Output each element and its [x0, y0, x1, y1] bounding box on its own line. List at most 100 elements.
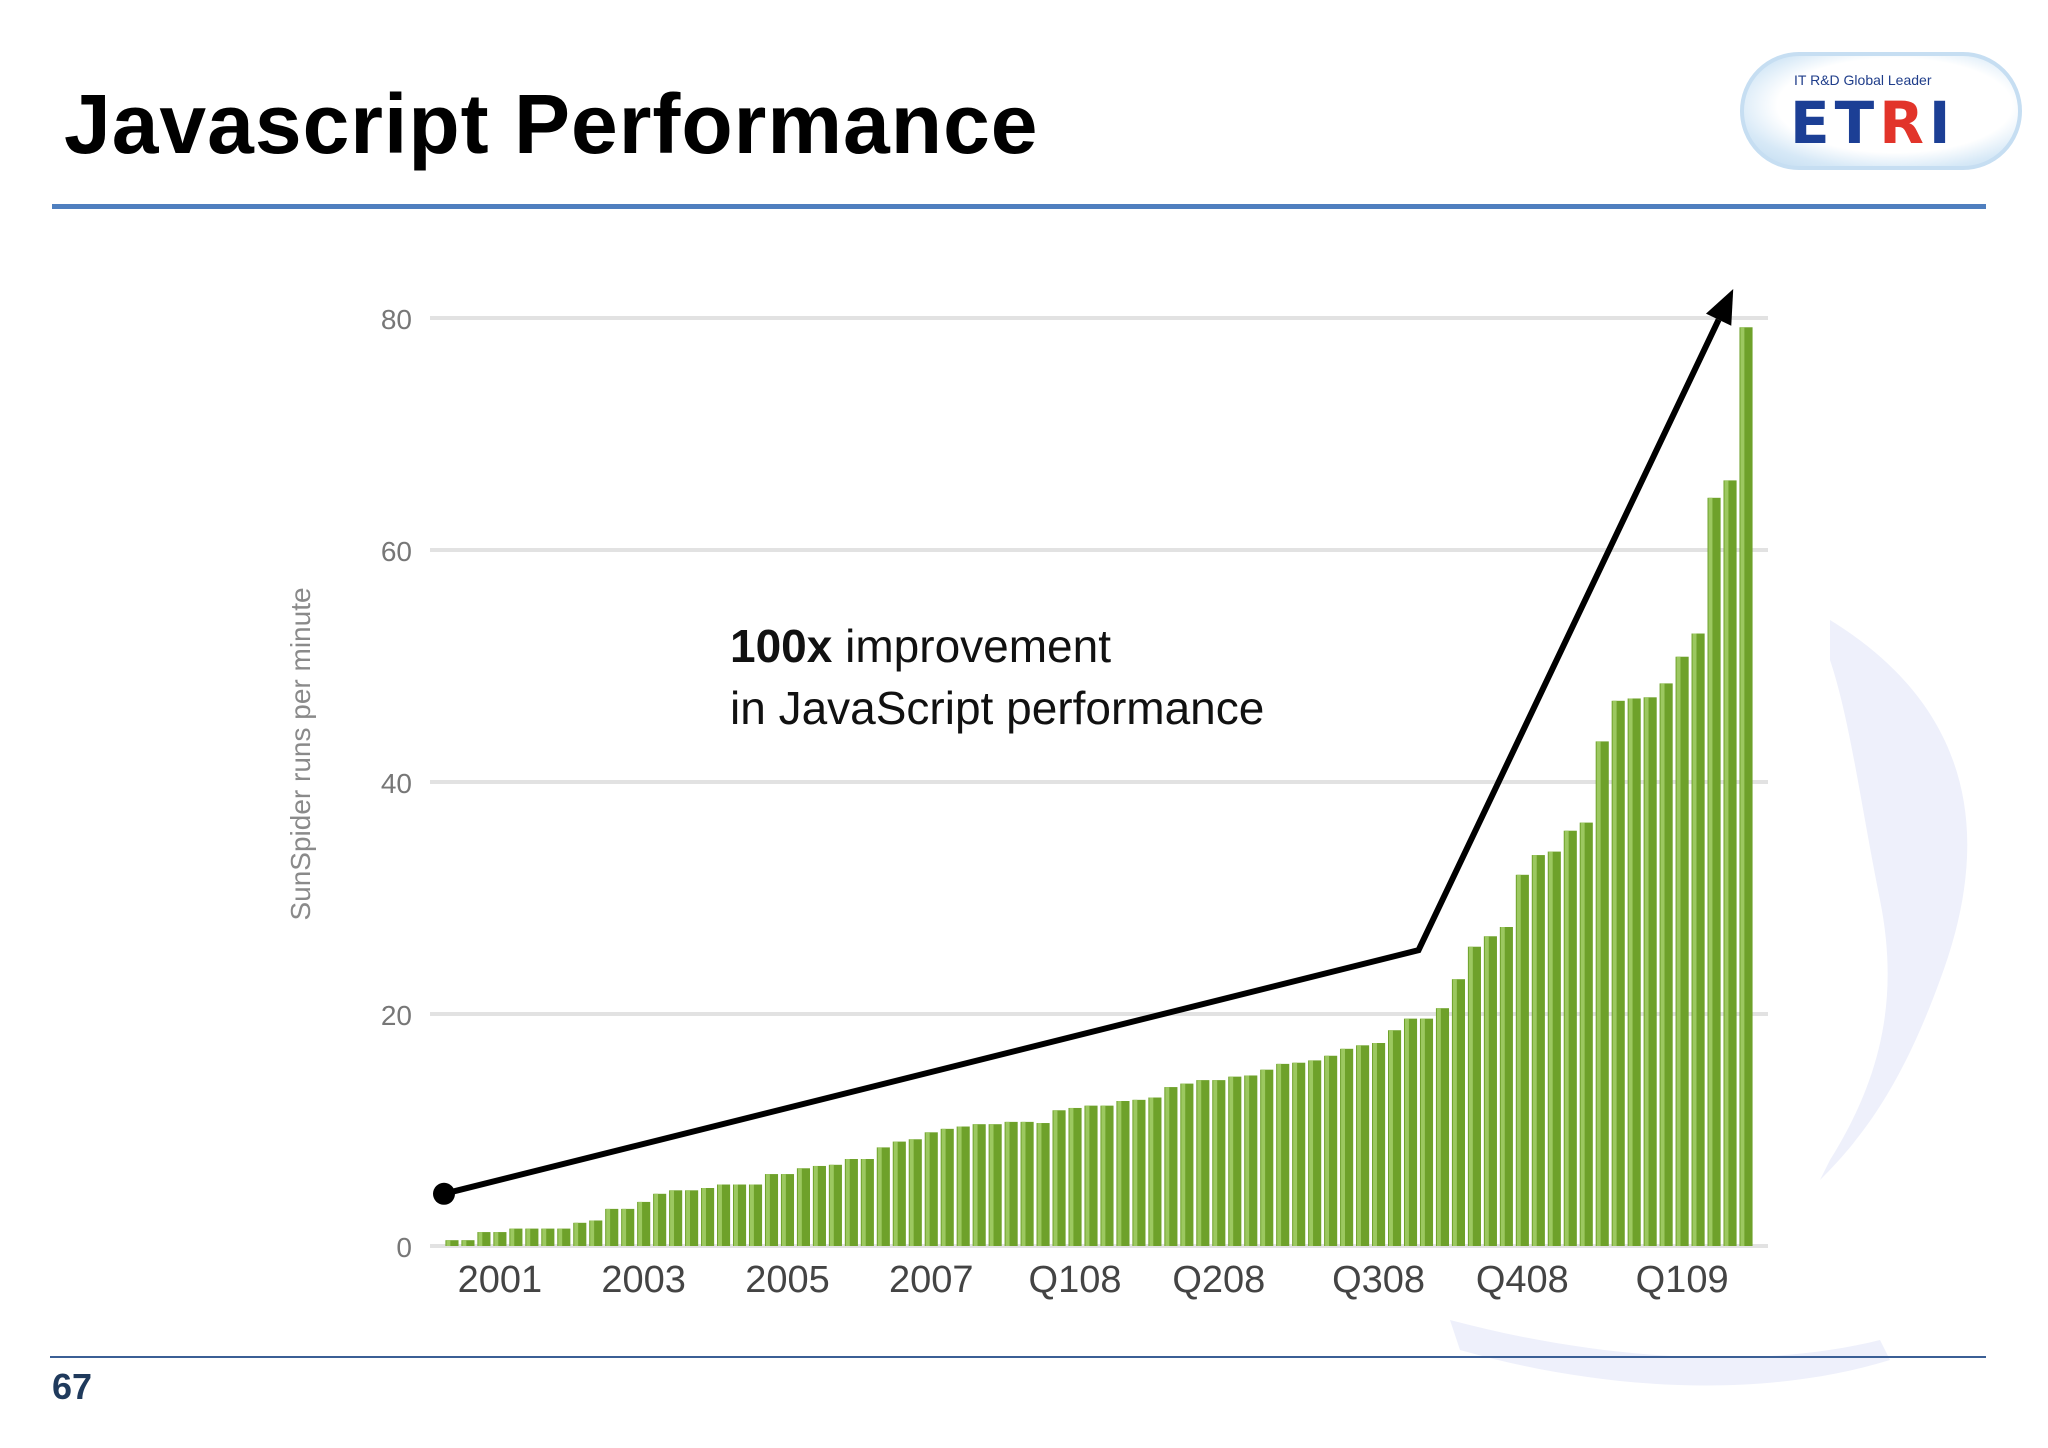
bar-highlight: [893, 1141, 898, 1246]
y-tick-label: 40: [381, 768, 412, 799]
bar-highlight: [1516, 874, 1521, 1246]
performance-chart: 0 20 40 60 80 2001 2003 2005 2007 Q108 Q208 Q308 Q4…: [285, 289, 1768, 1301]
bar-highlight: [845, 1159, 850, 1246]
bar-highlight: [1293, 1062, 1298, 1246]
bar-highlight: [638, 1201, 643, 1246]
bar-highlight: [813, 1165, 818, 1246]
bar-highlight: [1069, 1107, 1074, 1246]
bar-highlight: [510, 1228, 515, 1246]
bar-highlight: [765, 1174, 770, 1246]
bar-highlight: [1692, 633, 1697, 1246]
logo-letter-r: R: [1879, 89, 1929, 157]
bar: [461, 1240, 475, 1246]
bar-highlight: [590, 1220, 595, 1246]
bar-highlight: [686, 1190, 690, 1246]
footer-divider: [50, 1356, 1986, 1358]
bar-highlight: [1165, 1087, 1170, 1246]
bar-highlight: [542, 1228, 547, 1246]
x-tick-label: Q109: [1636, 1259, 1729, 1301]
arrow-line: [443, 318, 1722, 1197]
trend-arrow: [432, 289, 1734, 1205]
bar-highlight: [622, 1208, 627, 1246]
bar-highlight: [957, 1126, 962, 1246]
bar-highlight: [478, 1232, 483, 1246]
bar-highlight: [1676, 656, 1681, 1246]
x-tick-label: Q208: [1172, 1259, 1265, 1301]
x-tick-label: 2007: [889, 1259, 974, 1301]
bar-highlight: [941, 1128, 946, 1246]
bar-highlight: [1229, 1076, 1234, 1246]
logo-tagline: IT R&D Global Leader: [1794, 72, 1932, 88]
bar-highlight: [1612, 700, 1617, 1246]
annotation-emphasis: 100x: [730, 620, 833, 672]
logo-letter-t: T: [1834, 89, 1880, 157]
title-divider: [52, 204, 1986, 209]
bar-highlight: [989, 1124, 994, 1246]
bar-highlight: [1644, 697, 1649, 1246]
bar-highlight: [861, 1159, 866, 1246]
bar-highlight: [1452, 979, 1457, 1246]
bar-highlight: [797, 1168, 802, 1246]
page-number: 67: [52, 1366, 93, 1407]
bar-highlight: [574, 1222, 579, 1246]
etri-logo: IT R&D Global Leader ETRI: [1740, 52, 2022, 170]
bar-highlight: [1117, 1101, 1122, 1246]
bar-highlight: [1325, 1055, 1330, 1246]
bar-highlight: [1037, 1123, 1042, 1246]
bar-highlight: [1500, 927, 1505, 1246]
x-tick-label: Q408: [1476, 1259, 1569, 1301]
bar-highlight: [733, 1184, 738, 1246]
bar-highlight: [1309, 1060, 1314, 1246]
x-tick-label: 2003: [601, 1259, 686, 1301]
bar-highlight: [973, 1124, 978, 1246]
bar-highlight: [1548, 851, 1553, 1246]
bar-highlight: [877, 1147, 882, 1246]
bar-highlight: [494, 1232, 499, 1246]
bar-highlight: [1181, 1083, 1186, 1246]
bar-highlight: [1628, 698, 1633, 1246]
bar-highlight: [1596, 741, 1601, 1246]
x-tick-label: 2001: [458, 1259, 543, 1301]
bar-highlight: [1005, 1121, 1010, 1246]
bar-highlight: [1149, 1097, 1154, 1246]
chart-annotation: 100x improvement in JavaScript performan…: [730, 620, 1264, 734]
bar-highlight: [1564, 830, 1569, 1246]
bar-highlight: [718, 1184, 722, 1246]
bar-highlight: [925, 1132, 930, 1246]
arrow-head: [1705, 289, 1734, 326]
bar-highlight: [1436, 1008, 1441, 1246]
bar-highlight: [702, 1188, 706, 1246]
annotation-line-2: in JavaScript performance: [730, 682, 1264, 734]
slide-title: Javascript Performance: [64, 77, 1039, 171]
bar-highlight: [1261, 1069, 1266, 1246]
bar-highlight: [909, 1139, 914, 1246]
y-tick-label: 0: [396, 1232, 412, 1263]
bar-highlight: [654, 1193, 659, 1246]
x-tick-label: 2005: [745, 1259, 830, 1301]
y-tick-label: 20: [381, 1000, 412, 1031]
logo-wordmark: ETRI: [1790, 94, 1955, 152]
logo-letter-i: I: [1928, 89, 1956, 157]
chart-grid: [430, 316, 1768, 1248]
annotation-line-1: 100x improvement: [730, 620, 1111, 672]
y-axis-label: SunSpider runs per minute: [285, 587, 316, 920]
x-tick-label: Q108: [1029, 1259, 1122, 1301]
bar-highlight: [446, 1240, 451, 1246]
bar-highlight: [1101, 1105, 1106, 1246]
bar-highlight: [749, 1184, 754, 1246]
annotation-line-1-rest: improvement: [832, 620, 1111, 672]
logo-letter-e: E: [1790, 89, 1835, 157]
bar-highlight: [1708, 497, 1713, 1246]
bar-highlight: [526, 1228, 531, 1246]
bar-highlight: [781, 1174, 786, 1246]
bar-highlight: [1660, 683, 1665, 1246]
bar-highlight: [1053, 1110, 1058, 1246]
x-axis-ticks: 2001 2003 2005 2007 Q108 Q208 Q308 Q408 Q109: [458, 1259, 1729, 1301]
bar-highlight: [829, 1164, 834, 1246]
bar-highlight: [1373, 1043, 1377, 1246]
bar-highlight: [1245, 1075, 1250, 1246]
bar-highlight: [1085, 1105, 1090, 1246]
bar-highlight: [1357, 1045, 1361, 1246]
bar-highlight: [1532, 855, 1537, 1246]
